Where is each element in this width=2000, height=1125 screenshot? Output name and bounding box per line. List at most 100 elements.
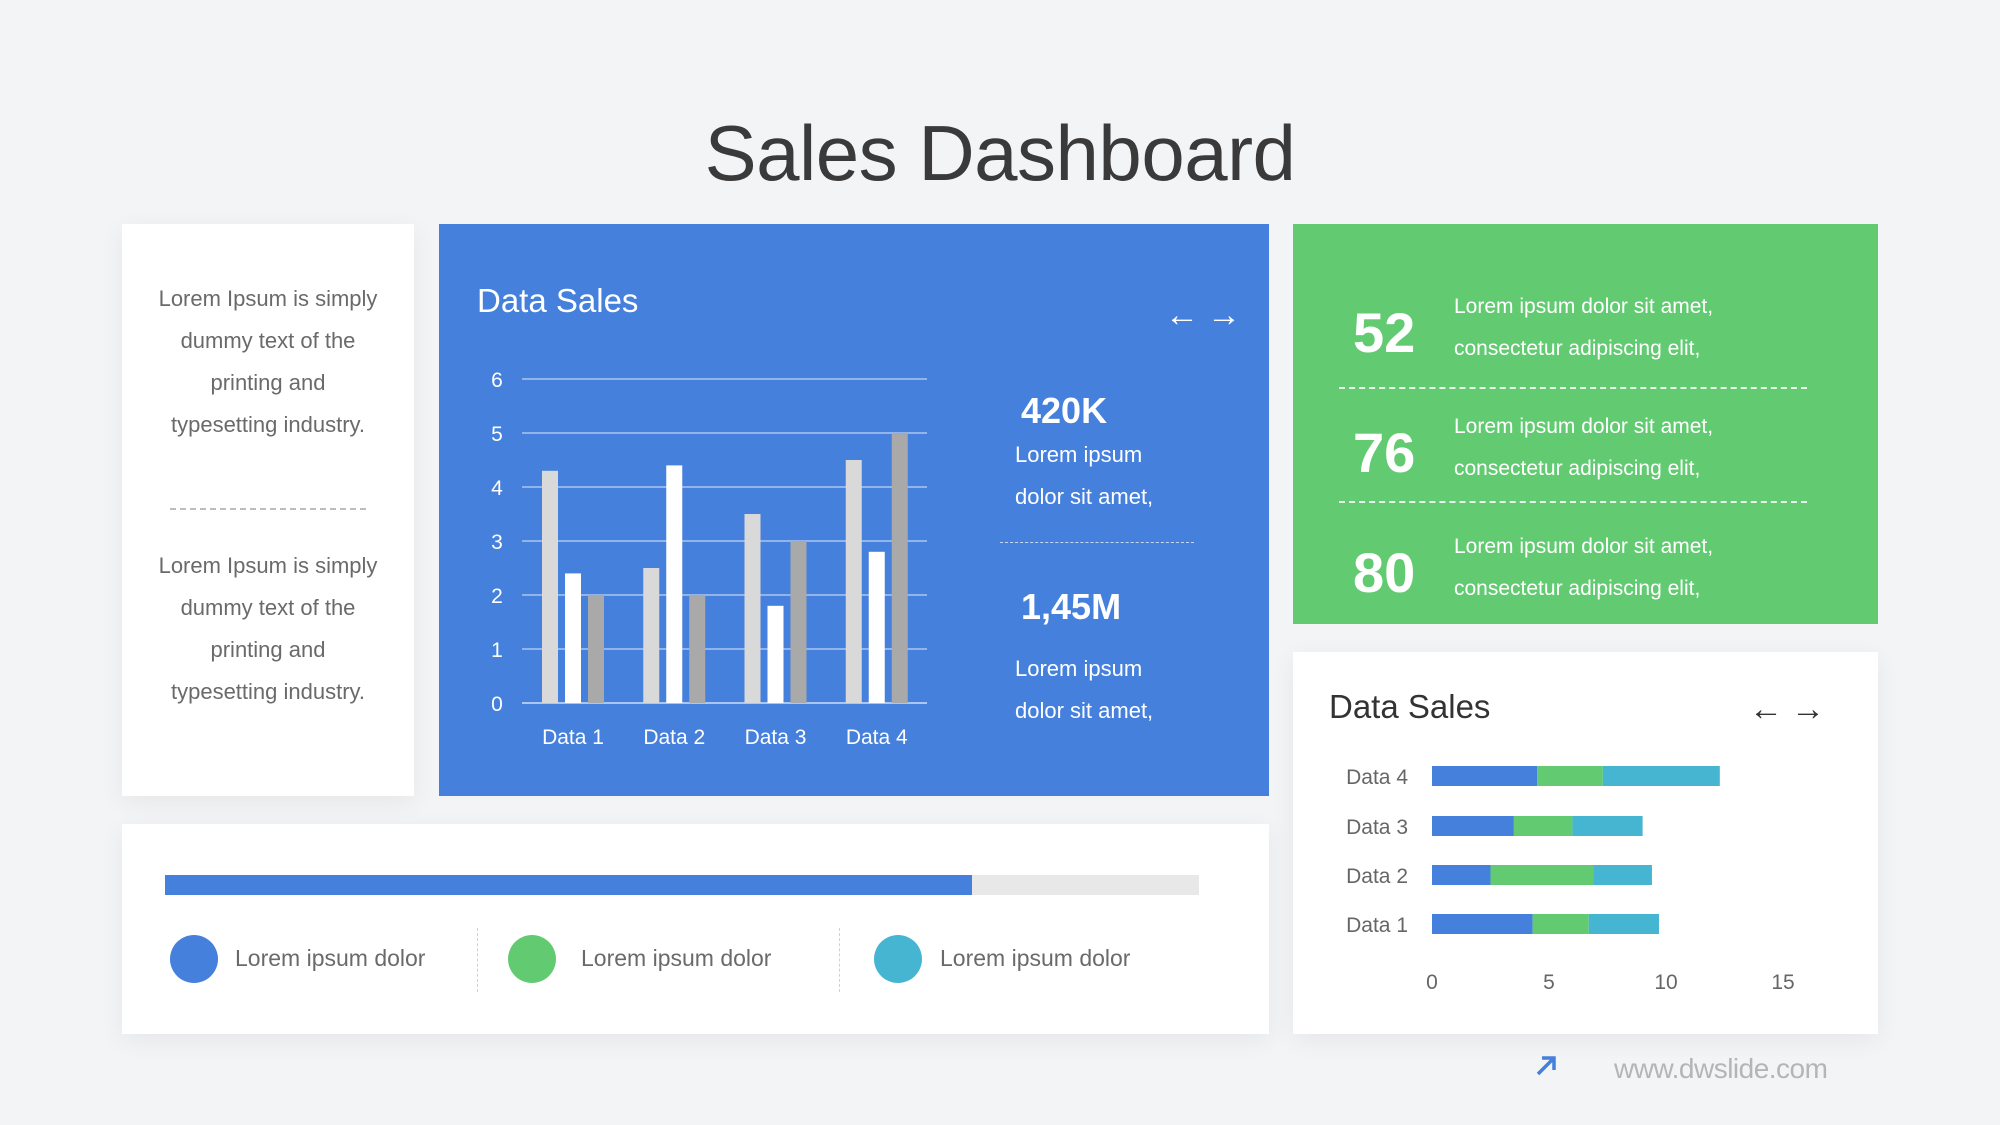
y-tick-label: 6 [491, 369, 503, 392]
info-text-card: Lorem Ipsum is simply dummy text of the … [122, 224, 414, 796]
bar [891, 433, 908, 703]
x-tick-label: Data 1 [542, 726, 604, 749]
metric-number-1: 52 [1353, 301, 1416, 364]
x-tick-label: 15 [1771, 971, 1794, 994]
bar [790, 541, 807, 703]
y-tick-label: 0 [491, 693, 503, 716]
watermark-text[interactable]: www.dwslide.com [1614, 1053, 1828, 1084]
bar [643, 568, 660, 703]
bar [565, 573, 581, 703]
metric-desc-line: Lorem ipsum dolor sit amet, [1454, 535, 1714, 558]
bar-segment [1532, 914, 1589, 934]
legend-label: Lorem ipsum dolor [581, 945, 772, 971]
stat-desc-1: Lorem ipsum dolor sit amet, [1015, 434, 1153, 518]
bar [767, 605, 784, 703]
metric-number-2: 76 [1353, 421, 1416, 484]
bar [542, 470, 558, 703]
legend-dot-green [508, 935, 556, 983]
info-paragraph-1: Lorem Ipsum is simply dummy text of the … [142, 278, 394, 446]
data-sales-title-2: Data Sales [1329, 688, 1491, 725]
bar-segment [1572, 816, 1643, 836]
y-tick-label: 4 [491, 477, 503, 500]
progress-track [165, 875, 1199, 895]
metric-desc-line: Lorem ipsum dolor sit amet, [1454, 295, 1714, 318]
legend-label: Lorem ipsum dolor [940, 945, 1131, 971]
bar-segment [1513, 816, 1573, 836]
bar-segment [1602, 766, 1720, 786]
data-sales-card: Data Sales ← → 0 1 2 3 4 5 6 Data 1 Data 2 Data 3… [439, 224, 1269, 796]
info-line: dummy text of the [180, 595, 356, 620]
arrow-left-icon[interactable]: ← [1749, 690, 1783, 728]
bar-segment [1432, 766, 1538, 786]
data-sales-card-2: Data Sales ← → Data 1 Data 2 Data 3 Data 4 0… [1293, 652, 1878, 1034]
bar [689, 595, 706, 703]
metric-desc-line: consectetur adipiscing elit, [1454, 337, 1701, 360]
y-tick-label: Data 3 [1346, 816, 1408, 839]
metric-desc-line: consectetur adipiscing elit, [1454, 457, 1701, 480]
progress-card: Lorem ipsum dolor Lorem ipsum dolor Lore… [122, 824, 1269, 1034]
metric-desc-1: Lorem ipsum dolor sit amet, consectetur … [1454, 286, 1713, 370]
x-tick-label: Data 4 [846, 726, 908, 749]
arrow-right-icon[interactable]: → [1791, 690, 1825, 728]
arrow-left-icon[interactable]: ← [1165, 296, 1199, 334]
legend-label: Lorem ipsum dolor [235, 945, 426, 971]
info-line: printing and [210, 370, 326, 395]
bar-segment [1490, 865, 1594, 885]
bar-segment [1593, 865, 1652, 885]
stat-desc-line: dolor sit amet, [1015, 484, 1154, 509]
bar [588, 595, 604, 703]
stat-desc-2: Lorem ipsum dolor sit amet, [1015, 648, 1153, 732]
info-paragraph-2: Lorem Ipsum is simply dummy text of the … [142, 545, 394, 713]
metric-divider [1339, 387, 1807, 389]
y-tick-label: Data 4 [1346, 766, 1408, 789]
stat-value-1: 420K [1021, 390, 1108, 431]
stat-desc-line: Lorem ipsum [1015, 656, 1143, 681]
page-title: Sales Dashboard [704, 109, 1296, 197]
info-line: dummy text of the [180, 328, 356, 353]
legend-dot-blue [170, 935, 218, 983]
stat-value-2: 1,45M [1021, 586, 1122, 627]
bar-segment [1432, 816, 1514, 836]
bar [868, 551, 885, 703]
data-sales-title: Data Sales [477, 282, 639, 319]
stat-desc-line: Lorem ipsum [1015, 442, 1143, 467]
metric-number-3: 80 [1353, 541, 1416, 604]
y-tick-label: 2 [491, 585, 503, 608]
y-tick-label: Data 1 [1346, 914, 1408, 937]
info-line: printing and [210, 637, 326, 662]
x-tick-label: 5 [1543, 971, 1555, 994]
arrow-right-icon[interactable]: → [1207, 296, 1241, 334]
horizontal-bar-chart: Data 1 Data 2 Data 3 Data 4 0 5 10 15 [1346, 766, 1795, 994]
progress-fill [165, 875, 972, 895]
metric-divider [1339, 501, 1807, 503]
info-line: Lorem Ipsum is simply [158, 553, 378, 578]
bar [845, 460, 862, 703]
legend-separator [839, 928, 840, 992]
info-line: typesetting industry. [170, 679, 366, 704]
bar-segment [1537, 766, 1603, 786]
bar-segment [1588, 914, 1659, 934]
legend-dot-teal [874, 935, 922, 983]
metric-desc-3: Lorem ipsum dolor sit amet, consectetur … [1454, 526, 1713, 610]
y-tick-label: Data 2 [1346, 865, 1408, 888]
x-tick-label: Data 2 [643, 726, 705, 749]
stat-divider [1000, 542, 1194, 543]
info-line: typesetting industry. [170, 412, 366, 437]
legend-separator [477, 928, 478, 992]
metric-desc-line: Lorem ipsum dolor sit amet, [1454, 415, 1714, 438]
metric-desc-line: consectetur adipiscing elit, [1454, 577, 1701, 600]
metrics-card: 52 Lorem ipsum dolor sit amet, consectet… [1293, 224, 1878, 624]
stat-desc-line: dolor sit amet, [1015, 698, 1154, 723]
vertical-bar-chart: 0 1 2 3 4 5 6 Data 1 Data 2 Data 3 Data 4 [491, 369, 927, 749]
bar [666, 465, 683, 703]
y-tick-label: 5 [491, 423, 503, 446]
x-tick-label: 10 [1654, 971, 1677, 994]
x-tick-label: 0 [1426, 971, 1438, 994]
y-tick-label: 1 [491, 639, 503, 662]
info-line: Lorem Ipsum is simply [158, 286, 378, 311]
arrow-up-right-icon [1532, 1050, 1562, 1089]
info-divider [170, 508, 366, 510]
bar [744, 514, 761, 703]
x-tick-label: Data 3 [745, 726, 807, 749]
bar-segment [1432, 914, 1533, 934]
